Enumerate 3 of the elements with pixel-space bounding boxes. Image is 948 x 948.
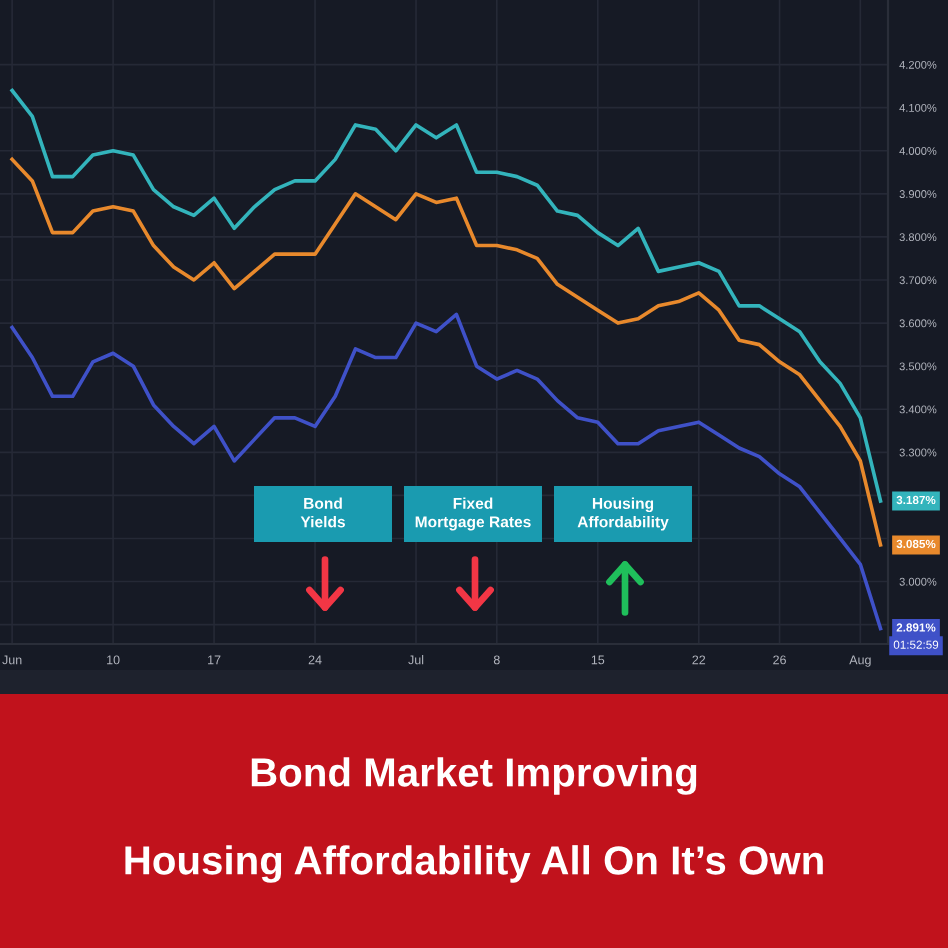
line-series	[10, 157, 883, 547]
line-series	[10, 312, 883, 631]
chart-title: Bond Market Improving Housing Affordability All On It’s Own	[125, 757, 823, 883]
